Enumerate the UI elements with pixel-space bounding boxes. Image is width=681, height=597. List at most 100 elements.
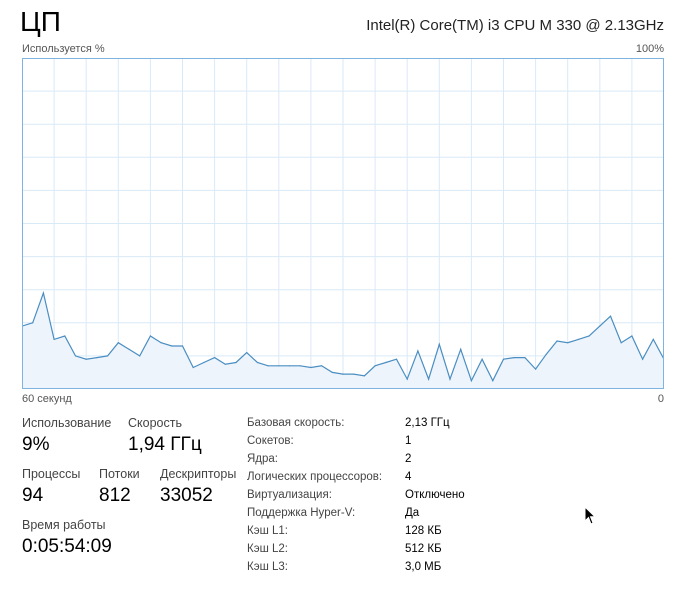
graph-x-left-label: 60 секунд: [22, 393, 72, 405]
cpu-usage-point-57: [631, 335, 633, 337]
utilization-value: 9%: [22, 434, 50, 455]
detail-key: Кэш L1:: [247, 525, 288, 537]
handles-value: 33052: [160, 485, 213, 506]
handles-label: Дескрипторы: [160, 467, 237, 481]
cpu-usage-point-42: [470, 380, 472, 382]
detail-row-base-speed: Базовая скорость: 2,13 ГГц: [247, 414, 465, 432]
cpu-usage-point-12: [149, 335, 151, 337]
detail-row-cache-l2: Кэш L2: 512 КБ: [247, 540, 465, 558]
detail-row-sockets: Сокетов: 1: [247, 432, 465, 450]
page-title: ЦП: [20, 6, 61, 37]
cpu-usage-point-38: [428, 378, 430, 380]
detail-value: Отключено: [405, 489, 465, 501]
detail-value: 1: [405, 435, 412, 447]
cpu-usage-point-44: [492, 380, 494, 382]
detail-value: 2,13 ГГц: [405, 417, 450, 429]
detail-row-hyper-v: Поддержка Hyper-V: Да: [247, 504, 465, 522]
cpu-usage-points: [22, 292, 664, 382]
cpu-usage-point-29: [331, 371, 333, 373]
cpu-usage-point-27: [310, 366, 312, 369]
cpu-usage-point-5: [74, 355, 77, 357]
cpu-usage-point-31: [353, 373, 355, 375]
detail-value: 4: [405, 471, 412, 483]
graph-x-right-label: 0: [657, 393, 664, 405]
threads-label: Потоки: [99, 467, 140, 481]
cpu-usage-point-30: [342, 373, 344, 375]
utilization-label: Использование: [22, 416, 112, 430]
cpu-usage-point-17: [203, 361, 205, 364]
uptime-label: Время работы: [22, 518, 106, 532]
speed-value: 1,94 ГГц: [128, 434, 202, 455]
cpu-usage-area: [22, 293, 664, 389]
cpu-usage-point-41: [460, 348, 462, 350]
cpu-usage-point-16: [192, 366, 194, 369]
cpu-usage-point-10: [128, 348, 130, 350]
cpu-usage-point-51: [567, 342, 569, 344]
cpu-usage-point-4: [64, 335, 66, 337]
cpu-usage-point-8: [107, 355, 109, 357]
speed-label: Скорость: [128, 416, 182, 430]
graph-y-axis-label: Используется %: [22, 43, 105, 55]
cpu-usage-point-32: [363, 375, 365, 377]
cpu-usage-point-53: [588, 335, 590, 337]
mouse-pointer-icon: [584, 506, 596, 525]
detail-row-virtualization: Виртуализация: Отключено: [247, 486, 465, 504]
cpu-usage-point-7: [96, 357, 98, 359]
graph-grid: [22, 58, 664, 389]
detail-row-cache-l3: Кэш L3: 3,0 МБ: [247, 558, 465, 576]
cpu-usage-point-19: [224, 363, 226, 365]
cpu-usage-point-47: [524, 357, 526, 359]
processes-label: Процессы: [22, 467, 81, 481]
cpu-usage-point-28: [321, 365, 323, 367]
cpu-usage-point-40: [449, 378, 451, 380]
cpu-model-name: Intel(R) Core(TM) i3 CPU M 330 @ 2.13GHz: [366, 17, 664, 34]
detail-key: Базовая скорость:: [247, 417, 345, 429]
cpu-usage-point-58: [642, 358, 644, 360]
detail-key: Кэш L2:: [247, 543, 288, 555]
cpu-usage-point-2: [42, 292, 44, 294]
cpu-usage-point-46: [513, 357, 515, 359]
detail-key: Кэш L3:: [247, 561, 288, 573]
cpu-usage-point-23: [267, 365, 269, 367]
detail-row-cache-l1: Кэш L1: 128 КБ: [247, 522, 465, 540]
cpu-usage-point-22: [256, 361, 258, 364]
cpu-usage-point-54: [599, 325, 601, 327]
cpu-usage-point-15: [181, 345, 184, 347]
cpu-usage-point-55: [609, 315, 612, 317]
cpu-usage-point-24: [278, 365, 280, 367]
cpu-usage-point-37: [417, 350, 419, 352]
cpu-details-table: Базовая скорость: 2,13 ГГц Сокетов: 1 Ядра…: [247, 414, 465, 576]
graph-border: [22, 58, 664, 389]
detail-value: 128 КБ: [405, 525, 442, 537]
cpu-usage-point-13: [160, 342, 162, 344]
detail-value: Да: [405, 507, 420, 519]
cpu-usage-point-14: [171, 345, 173, 347]
cpu-usage-point-36: [406, 378, 408, 380]
cpu-usage-point-20: [235, 361, 237, 364]
cpu-usage-point-43: [481, 358, 483, 360]
cpu-usage-point-26: [299, 365, 301, 367]
detail-key: Виртуализация:: [247, 489, 332, 501]
detail-value: 2: [405, 453, 412, 465]
detail-row-logical-processors: Логических процессоров: 4: [247, 468, 465, 486]
cpu-usage-point-50: [556, 340, 558, 342]
detail-value: 3,0 МБ: [405, 561, 442, 573]
cpu-usage-point-33: [374, 365, 376, 367]
cpu-usage-point-21: [246, 352, 248, 354]
uptime-value: 0:05:54:09: [22, 536, 112, 557]
detail-key: Сокетов:: [247, 435, 294, 447]
cpu-usage-point-35: [395, 358, 398, 360]
detail-key: Ядра:: [247, 453, 279, 465]
processes-value: 94: [22, 485, 44, 506]
cpu-usage-point-11: [139, 355, 141, 357]
detail-key: Логических процессоров:: [247, 471, 383, 483]
cpu-usage-point-45: [502, 358, 505, 360]
cpu-usage-point-49: [545, 353, 547, 355]
cpu-usage-point-59: [652, 338, 654, 340]
detail-row-cores: Ядра: 2: [247, 450, 465, 468]
cpu-usage-point-25: [288, 365, 291, 367]
detail-key: Поддержка Hyper-V:: [247, 507, 356, 519]
cpu-usage-point-3: [53, 338, 55, 340]
threads-value: 812: [99, 485, 131, 506]
cpu-usage-point-34: [385, 361, 387, 364]
